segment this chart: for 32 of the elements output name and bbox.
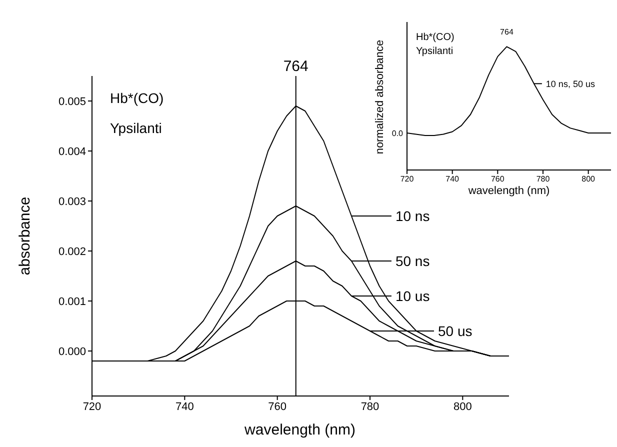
- legend-label: 10 ns: [395, 208, 430, 224]
- legend-label: 50 ns: [395, 252, 430, 269]
- annotation: 0.0: [392, 128, 404, 138]
- x-tick-label: 740: [175, 400, 194, 413]
- x-tick-label: 780: [536, 174, 550, 184]
- x-tick-label: 720: [400, 174, 414, 184]
- y-tick-label: 0.003: [58, 196, 86, 208]
- x-tick-label: 760: [268, 400, 287, 413]
- y-tick-label: 0.000: [58, 346, 86, 358]
- x-tick-label: 760: [490, 174, 505, 184]
- y-tick-label: 0.004: [58, 146, 86, 158]
- x-tick-label: 720: [82, 400, 102, 413]
- text: Hb*(CO): [416, 32, 454, 43]
- x-tick-label: 740: [446, 174, 460, 184]
- ref-line-label: 764: [283, 58, 308, 75]
- annotation: Ypsilanti: [110, 120, 162, 136]
- legend-label: 10 us: [395, 288, 430, 304]
- y-axis-title: absorbance: [16, 196, 34, 276]
- x-tick-label: 800: [582, 174, 596, 184]
- annotation: Hb*(CO): [110, 90, 164, 106]
- x-tick-label: 800: [453, 400, 472, 413]
- y-tick-label: 0.005: [58, 96, 86, 108]
- y-axis-title: normalized absorbance: [374, 40, 386, 154]
- legend-label: 50 us: [438, 322, 472, 339]
- x-axis-title: wavelength (nm): [244, 422, 356, 438]
- annotation: Ypsilanti: [416, 46, 454, 57]
- y-tick-label: 0.001: [58, 296, 86, 308]
- annotation: 764: [500, 28, 514, 37]
- x-tick-label: 780: [360, 400, 380, 413]
- legend-label: 10 ns, 50 us: [546, 78, 596, 89]
- y-tick-label: 0.002: [58, 246, 86, 258]
- x-axis-title: wavelength (nm): [468, 185, 550, 197]
